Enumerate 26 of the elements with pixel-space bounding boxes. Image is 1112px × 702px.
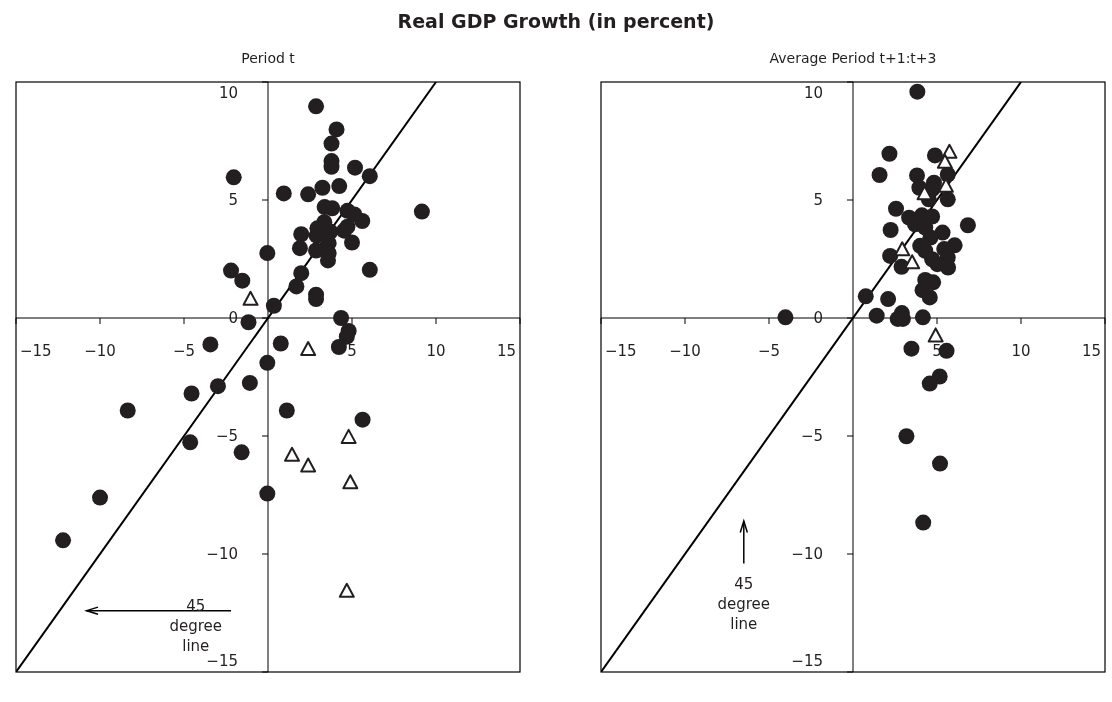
y-tick-label: 10 <box>218 84 238 102</box>
annotation: 45 degree line <box>169 596 223 655</box>
y-tick-label: −5 <box>800 427 823 445</box>
y-tick-label: 5 <box>813 191 823 209</box>
x-tick-label: −10 <box>84 342 116 360</box>
x-tick-label: 15 <box>1081 342 1101 360</box>
x-tick-label: −5 <box>172 342 196 360</box>
x-tick-label: 10 <box>1011 342 1031 360</box>
chart-subtitle: Average Period t+1:t+3 <box>768 50 938 68</box>
chart-subtitle: Period t <box>240 50 296 68</box>
x-tick-label: 5 <box>347 342 357 360</box>
annotation: 45 degree line <box>717 575 771 634</box>
y-tick-label: −10 <box>791 545 823 563</box>
y-tick-label: −5 <box>215 427 238 445</box>
y-tick-label: −15 <box>206 652 238 670</box>
x-tick-label: 10 <box>426 342 446 360</box>
chart-title: Real GDP Growth (in percent) <box>396 9 716 34</box>
x-tick-label: −15 <box>605 342 637 360</box>
y-tick-label: 10 <box>803 84 823 102</box>
y-tick-label: 5 <box>228 191 238 209</box>
x-tick-label: −5 <box>757 342 781 360</box>
x-tick-label: −10 <box>669 342 701 360</box>
y-tick-label: −15 <box>791 652 823 670</box>
y-tick-label: −10 <box>206 545 238 563</box>
x-tick-label: 15 <box>496 342 516 360</box>
x-tick-label: −15 <box>20 342 52 360</box>
